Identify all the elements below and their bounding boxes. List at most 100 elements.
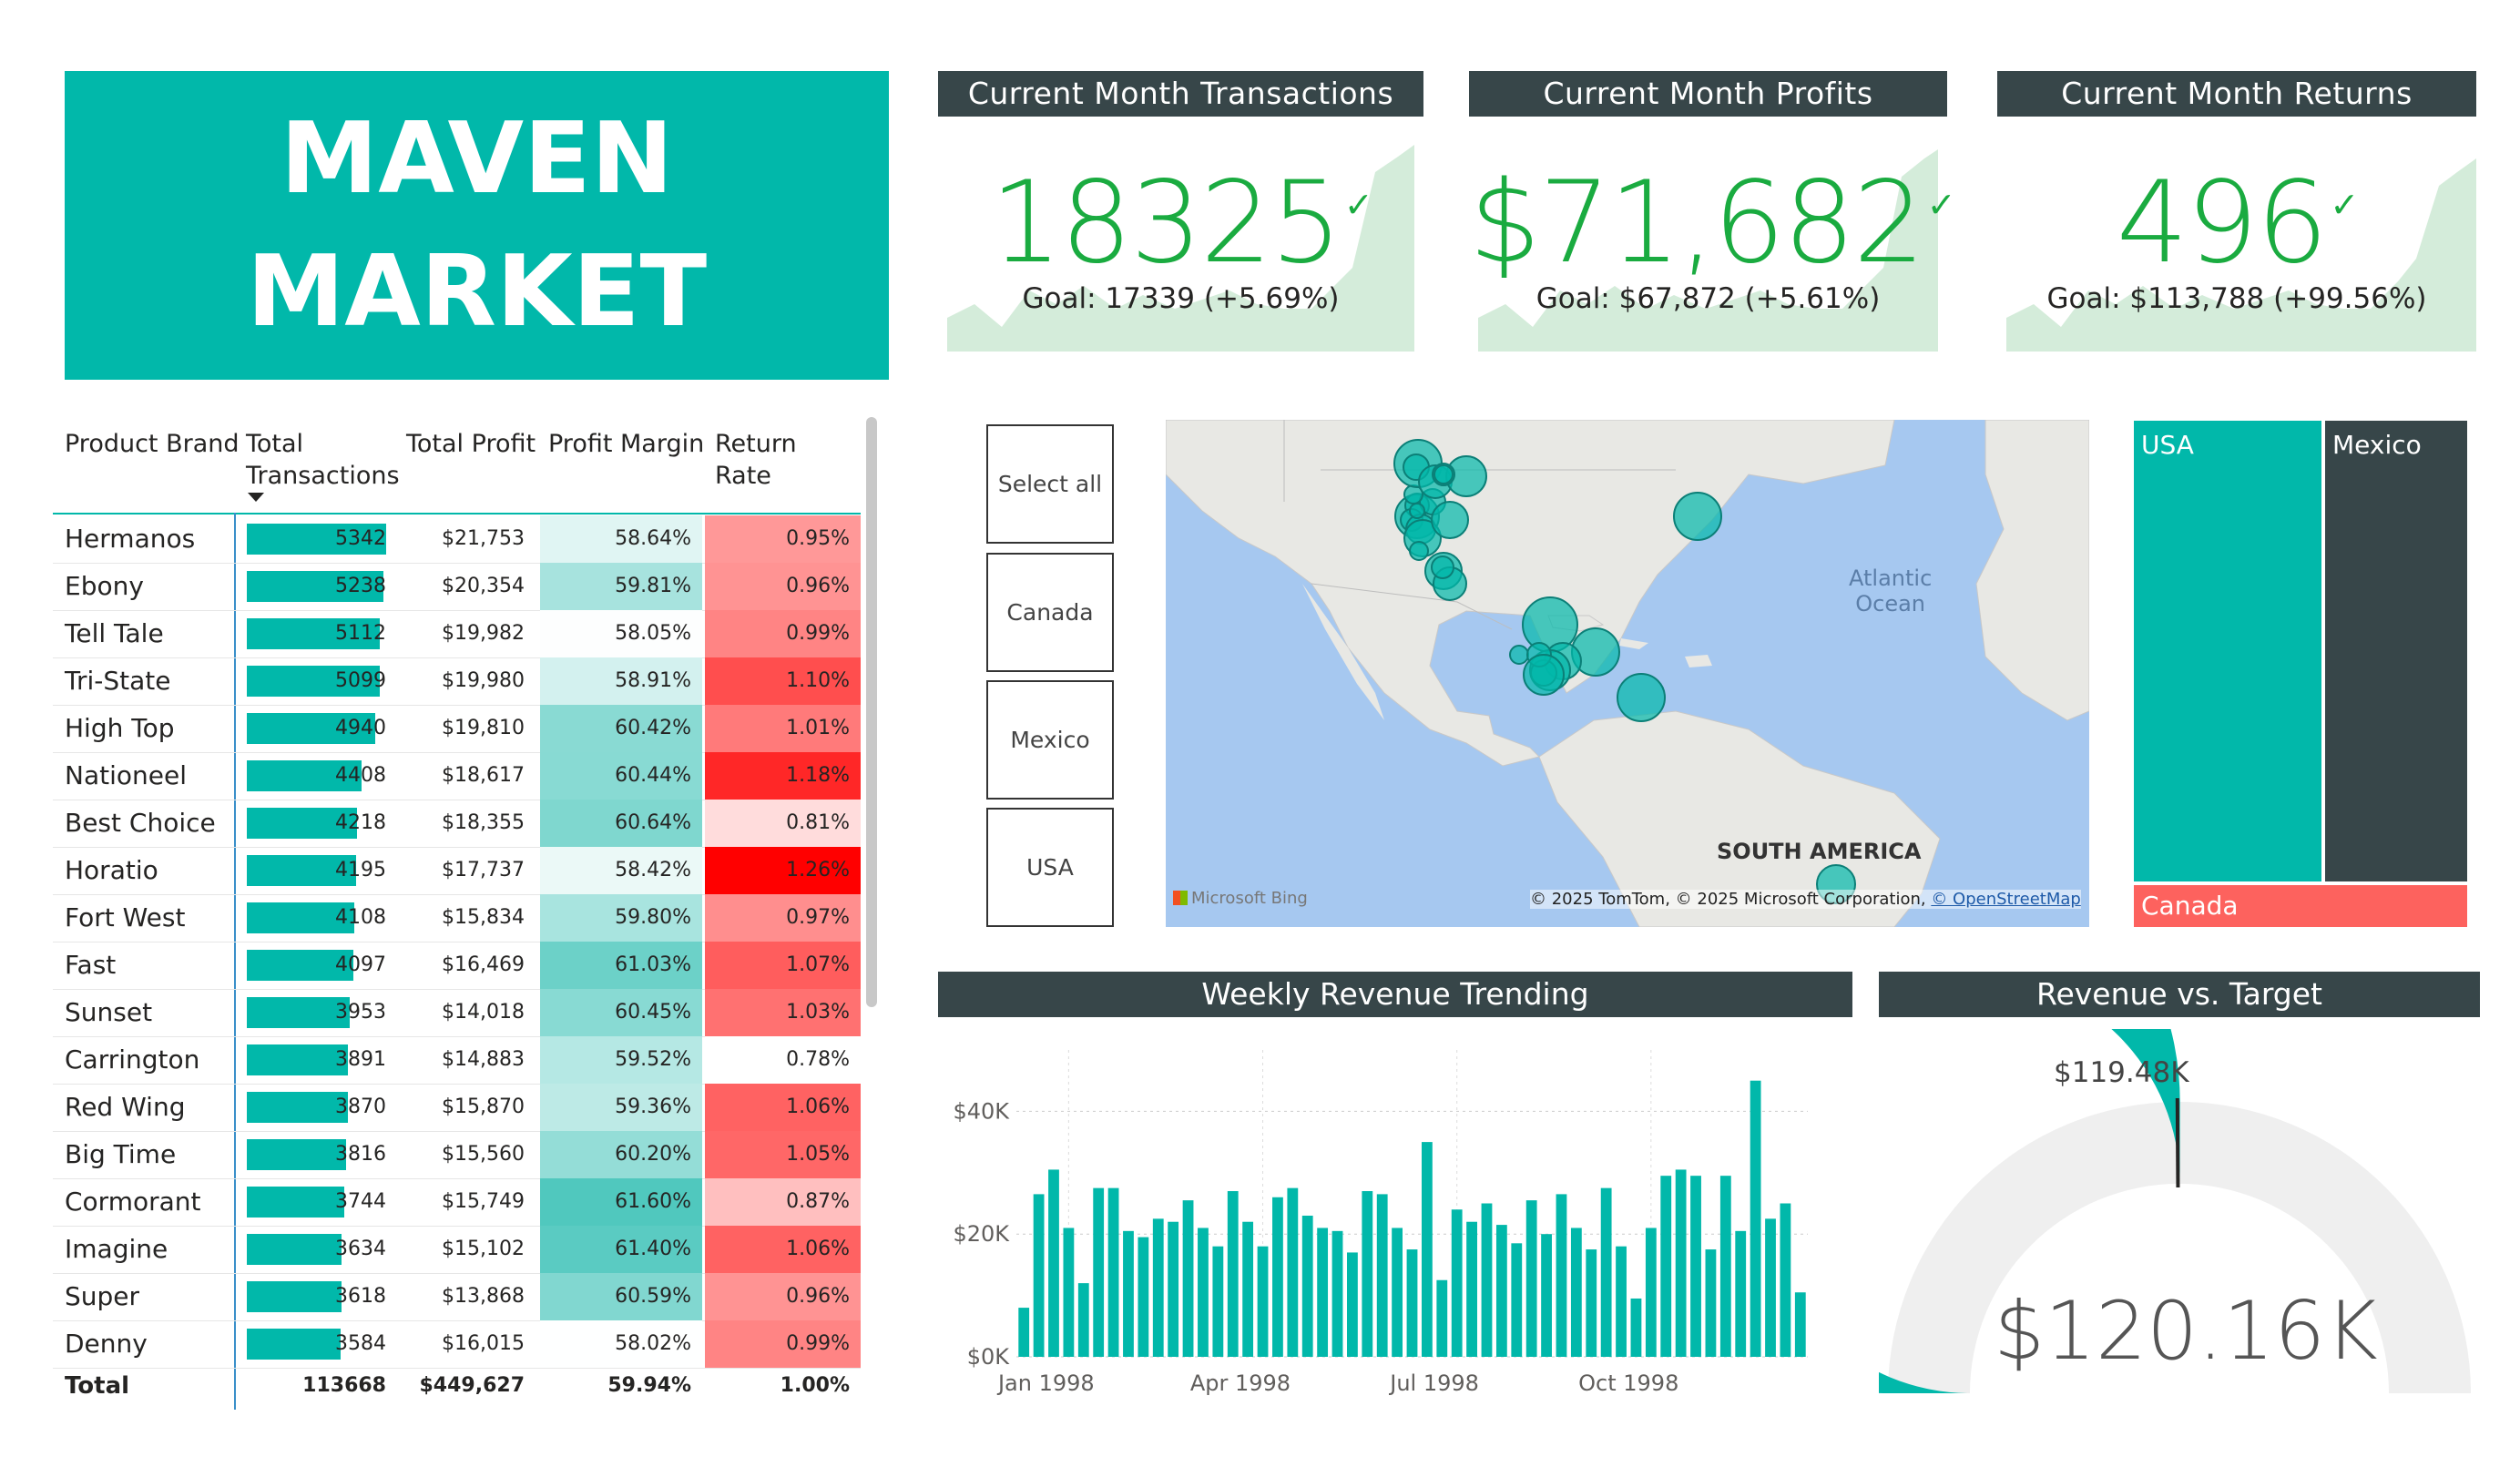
return-rate-value: 0.81% (705, 800, 861, 847)
revenue-bar[interactable] (1152, 1218, 1164, 1357)
table-row[interactable]: Sunset 3953 $14,018 60.45% 1.03% (53, 989, 861, 1037)
revenue-bar[interactable] (1765, 1218, 1776, 1357)
revenue-bar[interactable] (1630, 1298, 1642, 1357)
revenue-bar[interactable] (1107, 1187, 1119, 1357)
table-row[interactable]: Super 3618 $13,868 60.59% 0.96% (53, 1273, 861, 1321)
revenue-bar[interactable] (1735, 1230, 1747, 1357)
header-total-transactions[interactable]: Total Transactions (246, 430, 400, 490)
revenue-bar[interactable] (1436, 1279, 1448, 1357)
treemap-tile-mexico[interactable]: Mexico (2325, 421, 2467, 881)
table-row[interactable]: Cormorant 3744 $15,749 61.60% 0.87% (53, 1178, 861, 1227)
revenue-bar[interactable] (1138, 1237, 1149, 1357)
revenue-bar[interactable] (1123, 1230, 1134, 1357)
revenue-bar[interactable] (1331, 1230, 1343, 1357)
header-total-profit[interactable]: Total Profit (406, 430, 536, 458)
revenue-bar[interactable] (1451, 1209, 1463, 1357)
revenue-bar[interactable] (1421, 1142, 1433, 1357)
kpi-card-returns[interactable]: Current Month Returns 496 ✓ Goal: $113,78… (1997, 71, 2476, 352)
revenue-bar[interactable] (1719, 1176, 1731, 1357)
revenue-bar[interactable] (1541, 1234, 1552, 1357)
revenue-bar[interactable] (1362, 1191, 1373, 1357)
revenue-bar[interactable] (1511, 1243, 1523, 1357)
revenue-bar[interactable] (1495, 1225, 1507, 1357)
slicer-canada[interactable]: Canada (986, 553, 1114, 672)
revenue-bar[interactable] (1525, 1200, 1537, 1357)
revenue-bar[interactable] (1570, 1228, 1582, 1357)
revenue-bar[interactable] (1481, 1203, 1493, 1358)
transactions-bar (247, 902, 354, 933)
weekly-revenue-chart[interactable]: $0K $20K $40K Jan 1998 Apr 1998 Jul 1998 Oct 1… (938, 1024, 1852, 1407)
revenue-bar[interactable] (1077, 1283, 1089, 1357)
revenue-bar[interactable] (1780, 1203, 1791, 1358)
header-product-brand[interactable]: Product Brand (65, 430, 240, 458)
revenue-bar[interactable] (1242, 1221, 1254, 1357)
slicer-usa[interactable]: USA (986, 808, 1114, 927)
table-row[interactable]: Tri-State 5099 $19,980 58.91% 1.10% (53, 657, 861, 706)
table-row[interactable]: Tell Tale 5112 $19,982 58.05% 0.99% (53, 610, 861, 658)
revenue-bar[interactable] (1317, 1228, 1329, 1357)
table-row[interactable]: Nationeel 4408 $18,617 60.44% 1.18% (53, 752, 861, 800)
margin-value: 58.05% (540, 610, 702, 657)
sort-descending-icon[interactable] (248, 493, 264, 502)
profit-value: $19,980 (442, 669, 525, 692)
revenue-bar[interactable] (1376, 1194, 1388, 1357)
revenue-bar[interactable] (1212, 1246, 1224, 1357)
header-profit-margin[interactable]: Profit Margin (548, 430, 705, 458)
y-tick-label: $20K (953, 1221, 1010, 1247)
revenue-bar[interactable] (1675, 1169, 1687, 1357)
revenue-bar[interactable] (1198, 1228, 1209, 1357)
treemap-tile-usa[interactable]: USA (2134, 421, 2321, 881)
revenue-bar[interactable] (1182, 1200, 1194, 1357)
return-rate-value: 1.26% (705, 847, 861, 894)
revenue-bar[interactable] (1705, 1249, 1717, 1357)
slicer-mexico[interactable]: Mexico (986, 680, 1114, 800)
revenue-bar[interactable] (1272, 1197, 1283, 1357)
treemap-tile-canada[interactable]: Canada (2134, 885, 2467, 927)
revenue-bar[interactable] (1466, 1221, 1477, 1357)
revenue-bar[interactable] (1347, 1252, 1358, 1357)
revenue-bar[interactable] (1586, 1249, 1597, 1357)
revenue-bar[interactable] (1018, 1308, 1030, 1357)
revenue-bar[interactable] (1750, 1080, 1761, 1357)
table-row[interactable]: Ebony 5238 $20,354 59.81% 0.96% (53, 563, 861, 611)
revenue-bar[interactable] (1093, 1187, 1105, 1357)
revenue-bar[interactable] (1257, 1246, 1269, 1357)
slicer-select-all[interactable]: Select all (986, 424, 1114, 544)
revenue-bar[interactable] (1168, 1221, 1179, 1357)
revenue-bar[interactable] (1301, 1215, 1313, 1357)
revenue-bar[interactable] (1794, 1292, 1806, 1357)
revenue-bar[interactable] (1287, 1187, 1299, 1357)
table-row[interactable]: Carrington 3891 $14,883 59.52% 0.78% (53, 1036, 861, 1085)
country-treemap[interactable]: USA Mexico Canada (2134, 421, 2467, 927)
revenue-bar[interactable] (1392, 1228, 1403, 1357)
revenue-bar[interactable] (1600, 1187, 1612, 1357)
revenue-bar[interactable] (1063, 1228, 1075, 1357)
revenue-bar[interactable] (1556, 1194, 1567, 1357)
revenue-bar[interactable] (1616, 1246, 1627, 1357)
revenue-bar[interactable] (1645, 1228, 1657, 1357)
table-row[interactable]: Red Wing 3870 $15,870 59.36% 1.06% (53, 1084, 861, 1132)
table-row[interactable]: Denny 3584 $16,015 58.02% 0.99% (53, 1320, 861, 1369)
kpi-card-transactions[interactable]: Current Month Transactions 18325 ✓ Goal: … (938, 71, 1423, 352)
revenue-bar[interactable] (1406, 1249, 1418, 1357)
table-row[interactable]: Hermanos 5342 $21,753 58.64% 0.95% (53, 515, 861, 564)
revenue-bar[interactable] (1660, 1176, 1672, 1357)
table-row[interactable]: High Top 4940 $19,810 60.42% 1.01% (53, 705, 861, 753)
table-row[interactable]: Best Choice 4218 $18,355 60.64% 0.81% (53, 800, 861, 848)
revenue-gauge[interactable] (1879, 1029, 2480, 1393)
table-row[interactable]: Fort West 4108 $15,834 59.80% 0.97% (53, 894, 861, 942)
revenue-bar[interactable] (1048, 1169, 1059, 1357)
table-scrollbar[interactable] (866, 417, 877, 1007)
revenue-bar[interactable] (1033, 1194, 1045, 1357)
revenue-bar[interactable] (1227, 1191, 1239, 1357)
revenue-bar[interactable] (1690, 1176, 1701, 1357)
table-row[interactable]: Big Time 3816 $15,560 60.20% 1.05% (53, 1131, 861, 1179)
kpi-card-profits[interactable]: Current Month Profits $71,682 ✓ Goal: $67… (1469, 71, 1956, 352)
table-row[interactable]: Fast 4097 $16,469 61.03% 1.07% (53, 942, 861, 990)
store-map[interactable]: Atlantic Ocean SOUTH AMERICA Microsoft B… (1166, 420, 2089, 927)
openstreetmap-link[interactable]: © OpenStreetMap (1931, 890, 2081, 909)
brand-table[interactable]: Product Brand Total Transactions Total P… (53, 417, 877, 1410)
table-row[interactable]: Horatio 4195 $17,737 58.42% 1.26% (53, 847, 861, 895)
table-row[interactable]: Imagine 3634 $15,102 61.40% 1.06% (53, 1226, 861, 1274)
header-return-rate[interactable]: Return Rate (715, 430, 797, 490)
